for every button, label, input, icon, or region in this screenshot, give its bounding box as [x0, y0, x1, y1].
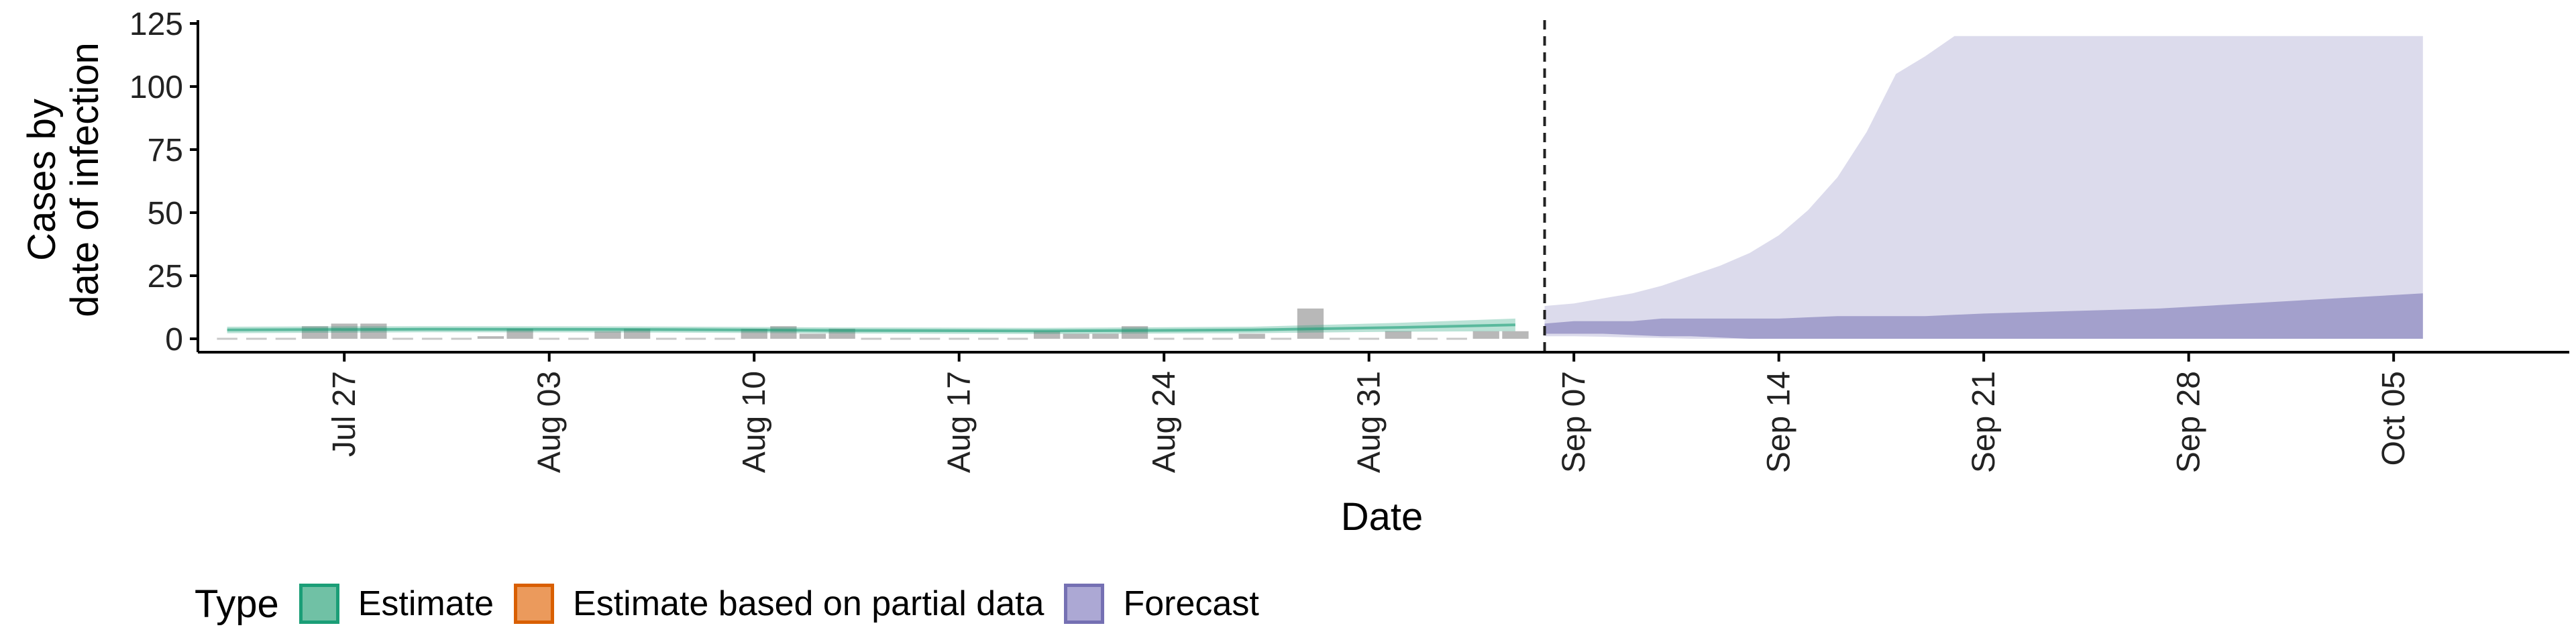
y-tick-label: 100 — [129, 70, 183, 105]
legend-key-estimate — [299, 584, 339, 624]
x-tick-label: Sep 21 — [1966, 371, 2002, 473]
legend-label-forecast: Forecast — [1123, 584, 1259, 623]
legend-item-forecast: Forecast — [1064, 584, 1259, 624]
reported-case-bar — [477, 336, 504, 339]
forecast-outer-band — [1544, 36, 2423, 339]
legend-item-estimate-partial: Estimate based on partial data — [514, 584, 1044, 624]
reported-case-bar — [506, 329, 533, 339]
y-axis-title: Cases bydate of infection — [20, 42, 107, 317]
legend-title: Type — [195, 582, 279, 626]
x-tick-label: Aug 24 — [1146, 371, 1182, 473]
x-tick-label: Aug 31 — [1352, 371, 1387, 473]
x-tick-label: Oct 05 — [2376, 371, 2412, 466]
legend-key-estimate-partial — [514, 584, 555, 624]
y-tick-label: 25 — [148, 259, 183, 294]
y-tick-label: 0 — [165, 322, 183, 358]
y-axis-label: Cases bydate of infection — [20, 42, 107, 317]
y-axis-title-line: Cases by — [20, 99, 64, 261]
reported-case-bar — [1238, 333, 1265, 339]
x-tick-label: Sep 14 — [1762, 371, 1797, 473]
reported-case-bar — [1502, 331, 1529, 339]
reported-case-bar — [1034, 331, 1061, 339]
x-tick-label: Jul 27 — [327, 371, 362, 457]
x-tick-label: Sep 07 — [1556, 371, 1592, 473]
reported-case-bar — [1472, 331, 1499, 339]
reported-case-bar — [624, 329, 651, 339]
x-tick-label: Aug 03 — [532, 371, 568, 473]
reported-case-bar — [360, 323, 387, 339]
x-axis-label: Date — [1341, 495, 1424, 539]
forecast-inner-band — [1544, 293, 2423, 339]
reported-case-bar — [1092, 333, 1119, 339]
y-tick-label: 50 — [148, 196, 183, 231]
legend-item-estimate: Estimate — [299, 584, 494, 624]
legend-label-estimate-partial: Estimate based on partial data — [573, 584, 1044, 623]
y-axis-title-line: date of infection — [63, 42, 107, 317]
legend-key-forecast — [1064, 584, 1105, 624]
reported-case-bar — [799, 333, 826, 339]
reported-case-bar — [594, 331, 621, 339]
x-tick-label: Sep 28 — [2171, 371, 2207, 473]
x-tick-label: Aug 17 — [942, 371, 977, 473]
reported-case-bar — [331, 323, 358, 339]
reported-case-bar — [1297, 308, 1324, 339]
plot-area: 0 25 50 75 100 125 Jul 27 Aug 03 Aug 10 Aug 17 Aug… — [129, 7, 2569, 473]
x-tick-label: Aug 10 — [737, 371, 772, 473]
reported-case-bar — [1063, 333, 1089, 339]
estimate-median-line — [227, 323, 1515, 333]
reported-case-bar — [1385, 331, 1411, 339]
legend-label-estimate: Estimate — [358, 584, 494, 623]
y-tick-label: 125 — [129, 7, 183, 42]
legend: Type Estimate Estimate based on partial … — [195, 577, 1279, 631]
y-tick-label: 75 — [148, 133, 183, 168]
